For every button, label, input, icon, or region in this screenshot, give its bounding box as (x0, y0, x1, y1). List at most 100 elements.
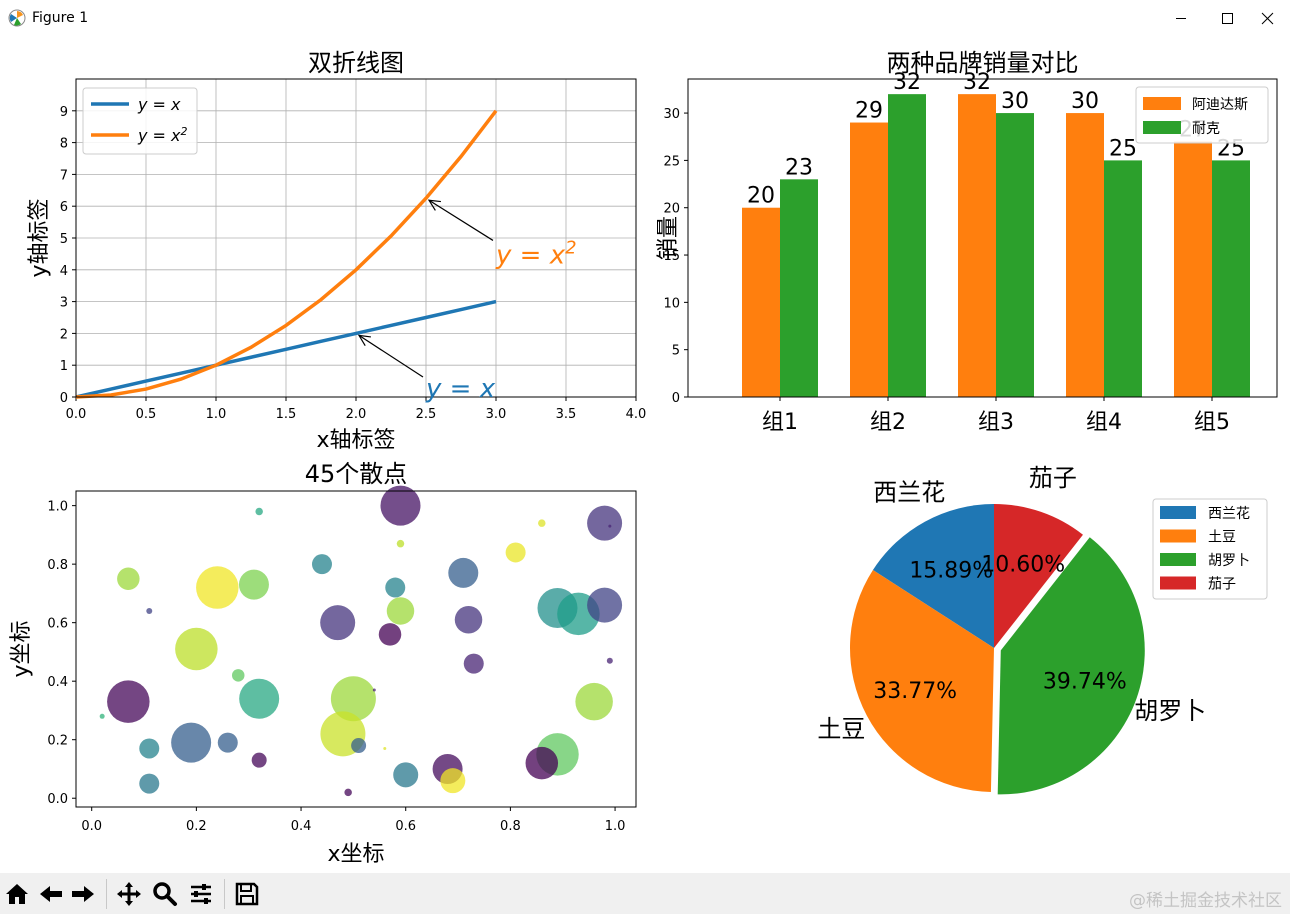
scatter-point (505, 542, 526, 563)
scatter-chart-panel: 0.0 0.2 0.4 0.6 0.8 1.0 0.0 0.2 0.4 0.6 0.8 1.0 45个散… (9, 460, 637, 867)
scatter-point (107, 680, 150, 723)
y-tick-label: 7 (60, 168, 68, 183)
close-icon[interactable] (1244, 0, 1290, 37)
scatter-point (386, 597, 415, 625)
x-tick-label: 2.0 (346, 407, 367, 422)
scatter-point (231, 669, 245, 682)
zoom-icon[interactable] (152, 881, 178, 907)
x-tick-label: 2.5 (416, 407, 437, 422)
scatter-point (171, 722, 212, 763)
x-tick-label: 3.0 (486, 407, 507, 422)
x-tick-label: 0.8 (500, 819, 521, 834)
bar-value-label: 29 (855, 99, 883, 124)
legend-label: 西兰花 (1208, 506, 1250, 522)
x-tick-label: 组1 (762, 410, 798, 435)
scatter-point (255, 507, 263, 516)
annotation-arrowhead (357, 334, 371, 346)
scatter-point (606, 657, 613, 664)
scatter-point (393, 762, 419, 788)
minimize-icon[interactable] (1158, 0, 1204, 37)
bar-value-label: 30 (1001, 89, 1029, 114)
y-tick-label: 9 (60, 105, 68, 120)
legend-swatch (1143, 97, 1181, 110)
y-tick-label: 1.0 (47, 500, 68, 515)
scatter-point (587, 505, 623, 541)
line-chart-panel: 0.0 0.5 1.0 1.5 2.0 2.5 3.0 3.5 4.0 0 1 2 3 4 5 6 7 8 9 双折线… (27, 49, 646, 453)
watermark: @稀土掘金技术社区 (1129, 891, 1282, 911)
y-tick-label: 6 (60, 200, 68, 215)
bar-value-label: 32 (893, 70, 921, 95)
axes-frame (75, 490, 637, 808)
y-tick-label: 8 (60, 137, 68, 152)
home-icon[interactable] (4, 881, 30, 907)
y-tick-label: 2 (60, 327, 68, 342)
y-tick-label: 5 (672, 344, 680, 359)
x-tick-label: 组3 (978, 410, 1014, 435)
save-icon[interactable] (234, 881, 260, 907)
maximize-icon[interactable] (1204, 0, 1250, 37)
y-tick-label: 5 (60, 232, 68, 247)
y-tick-label: 25 (663, 154, 680, 169)
bar-value-label: 30 (1071, 89, 1099, 114)
scatter-point (372, 688, 376, 692)
navigation-toolbar (0, 873, 1290, 914)
chart-title: 45个散点 (305, 460, 408, 488)
x-tick-label: 1.5 (276, 407, 297, 422)
scatter-point (385, 577, 406, 598)
scatter-point (448, 557, 479, 588)
bar-value-label: 32 (963, 70, 991, 95)
scatter-point (196, 566, 239, 609)
y-tick-label: 0 (672, 391, 680, 406)
y-tick-label: 0.4 (47, 675, 68, 690)
bar (1066, 113, 1104, 398)
axes-frame (75, 78, 637, 398)
slice-percent-label: 15.89% (909, 559, 993, 584)
y-axis-label: y坐标 (9, 620, 34, 677)
y-tick-label: 0.8 (47, 558, 68, 573)
bar (742, 207, 780, 397)
bar (888, 94, 926, 398)
series-line (75, 109, 498, 399)
x-tick-label: 1.0 (206, 407, 227, 422)
pie-slice (850, 570, 994, 792)
bar (1104, 160, 1142, 397)
x-tick-label: 0.0 (81, 819, 102, 834)
forward-icon[interactable] (70, 881, 96, 907)
annotation-label: y = x (425, 374, 496, 404)
y-tick-label: 0.2 (47, 734, 68, 749)
scatter-point (587, 587, 623, 623)
y-tick-label: 3 (60, 296, 68, 311)
scatter-point (311, 554, 332, 575)
slice-label: 茄子 (1029, 464, 1077, 492)
legend-swatch (1160, 553, 1196, 566)
scatter-point (239, 678, 280, 719)
y-tick-label: 30 (663, 107, 680, 122)
back-icon[interactable] (38, 881, 64, 907)
chart-title: 两种品牌销量对比 (887, 49, 1079, 77)
x-tick-label: 0.4 (291, 819, 312, 834)
x-tick-label: 组5 (1194, 410, 1230, 435)
pan-icon[interactable] (116, 881, 142, 907)
configure-subplots-icon[interactable] (188, 881, 214, 907)
scatter-point (330, 676, 376, 722)
annotation-arrow (358, 334, 424, 378)
x-tick-label: 0.2 (186, 819, 207, 834)
bar (850, 122, 888, 398)
scatter-point (217, 732, 238, 753)
scatter-point (463, 653, 484, 674)
scatter-point (575, 682, 613, 721)
x-tick-label: 组4 (1086, 410, 1122, 435)
pie-slice (997, 537, 1145, 795)
legend: y = x y = x2 (82, 87, 198, 155)
slice-label: 土豆 (817, 715, 865, 743)
toolbar-separator (224, 879, 225, 909)
legend-frame (1152, 498, 1268, 600)
slice-percent-label: 39.74% (1043, 670, 1127, 695)
annotation-label: y = x2 (495, 237, 577, 271)
bar (958, 94, 996, 398)
y-tick-label: 10 (663, 296, 680, 311)
legend-label: y = x2 (137, 125, 188, 146)
legend-swatch (1160, 506, 1196, 519)
x-axis-label: x坐标 (327, 842, 384, 867)
